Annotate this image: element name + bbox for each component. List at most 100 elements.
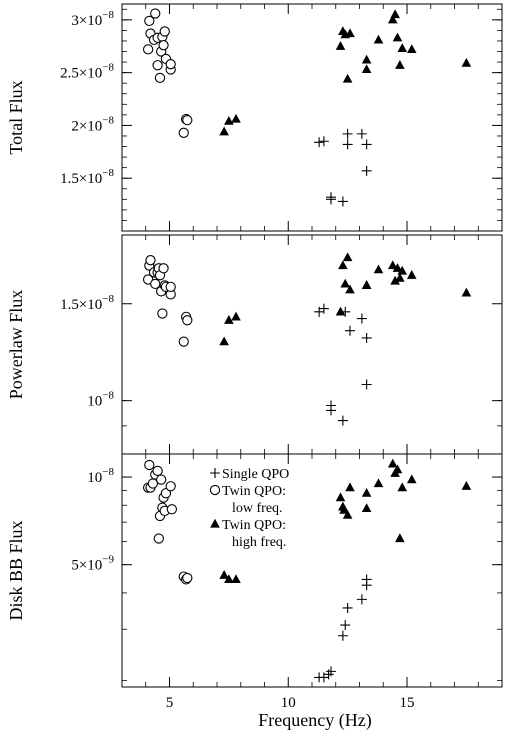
panel-2-triangle-point-17: [406, 270, 417, 279]
x-axis-label: Frequency (Hz): [258, 710, 371, 731]
panel-2-triangle-point-13: [390, 275, 400, 285]
panel-3-triangle-point-10: [361, 503, 372, 513]
panel-1-circle-point-15: [165, 59, 176, 70]
panel-1-triangle-point-3: [231, 113, 241, 123]
panel-2-triangle-point-6: [340, 278, 351, 288]
panel-1-triangle-point-17: [406, 44, 417, 53]
panel-1-plus-point-10: [361, 165, 372, 176]
panel-1-triangle-point-7: [342, 73, 353, 83]
panel-2-plus-point-7: [345, 325, 355, 336]
legend-entry-1-line-1: Single QPO: [222, 467, 289, 482]
panel-2-y-axis-label: Powerlaw Flux: [6, 290, 26, 400]
panel-3-triangle-point-14: [392, 464, 403, 474]
panel-1-circle-point-12: [159, 26, 170, 37]
panel-3-triangle-point-3: [231, 574, 241, 584]
panel-3-plus-point-8: [356, 594, 367, 605]
legend-circle-marker: [209, 484, 221, 496]
panel-2-triangle-point-5: [338, 260, 348, 270]
panel-2-triangle-point-3: [231, 311, 241, 321]
panel-2-plus-point-5: [337, 415, 348, 426]
panel-3-triangle-point-1: [219, 570, 229, 579]
panel-1-y-tick-label-4: 3×10−8: [71, 9, 114, 29]
panel-3-triangle-point-12: [387, 458, 398, 468]
panel-2-circle-point-16: [178, 336, 189, 347]
panel-2-plus-point-10: [361, 379, 372, 390]
panel-3-triangle-point-8: [345, 482, 355, 492]
panel-1-plus-point-6: [342, 128, 353, 139]
panel-3-circle-point-2: [144, 459, 155, 471]
panel-1-y-tick-label-1: 1.5×10−8: [60, 167, 114, 187]
panel-2-triangle-point-18: [461, 287, 472, 297]
panel-2-circle-point-18: [182, 315, 193, 326]
panel-1-y-tick-label-2: 2×10−8: [71, 114, 114, 134]
panel-3-triangle-point-7: [342, 509, 353, 519]
panel-2-plus-point-9: [361, 332, 372, 343]
panel-3-plus-point-7: [342, 602, 353, 613]
legend-triangle-marker: [210, 518, 220, 528]
panel-1-circle-point-1: [142, 44, 154, 55]
panel-2-plus-point-8: [356, 313, 367, 324]
legend-entry-3-line-1: Twin QPO:: [222, 518, 286, 533]
legend-plus-marker: [210, 468, 220, 478]
panel-1-circle-point-16: [178, 127, 189, 138]
panel-1-triangle-point-9: [361, 64, 372, 74]
legend-entry-2-line-1: Twin QPO:: [222, 484, 286, 499]
panel-2-circle-point-3: [145, 255, 156, 266]
panel-3-triangle-point-2: [224, 574, 234, 584]
x-tick-label-2: 10: [281, 695, 296, 711]
panel-2-triangle-point-15: [395, 272, 405, 282]
panel-3-circle-point-9: [156, 474, 167, 485]
panel-2-y-tick-label-1: 10−8: [87, 390, 114, 410]
panel-1-plus-point-1: [314, 137, 325, 148]
panel-2-triangle-point-16: [397, 265, 408, 275]
panel-1-circle-point-2: [144, 15, 155, 27]
panel-2-y-tick-label-2: 1.5×10−8: [60, 293, 114, 313]
legend-entry-2-line-2: low freq.: [232, 501, 283, 516]
panel-2-plus-point-2: [318, 303, 329, 314]
panel-2-frame: [121, 234, 503, 455]
panel-frames: [121, 3, 503, 688]
panel-3-plus-point-6: [340, 620, 351, 631]
panel-1-frame: [121, 3, 503, 232]
panel-3-plus-point-5: [337, 630, 348, 641]
axis-ticks: [121, 4, 503, 687]
panel-3-triangle-point-17: [406, 474, 417, 484]
panel-3-y-tick-label-1: 5×10−9: [71, 554, 114, 574]
panel-3-triangle-point-16: [397, 482, 408, 492]
panel-2-triangle-point-7: [342, 252, 353, 262]
panel-2-triangle-point-11: [373, 264, 384, 274]
panel-3-circle-point-7: [153, 533, 164, 544]
panel-2-circle-point-11: [158, 263, 169, 274]
panel-2-triangle-point-2: [224, 315, 234, 324]
panel-2-triangle-point-10: [361, 280, 372, 289]
panel-2-triangle-point-1: [219, 336, 229, 346]
panel-1-triangle-point-1: [219, 126, 229, 136]
panel-3-plus-point-4: [326, 666, 336, 677]
panel-1-plus-point-7: [342, 139, 353, 150]
panel-2-plus-point-4: [326, 405, 336, 416]
panel-1-triangle-point-8: [345, 28, 355, 38]
panel-1-triangle-point-16: [397, 43, 408, 52]
panel-1-circle-point-8: [154, 72, 166, 84]
panel-2-triangle-point-4: [335, 306, 346, 316]
panel-1-y-axis-label: Total Flux: [6, 80, 26, 154]
panel-3-triangle-point-11: [373, 478, 384, 488]
panel-1-triangle-point-2: [224, 115, 234, 125]
panel-1-circle-point-7: [152, 60, 163, 71]
panel-2-triangle-point-8: [345, 284, 355, 294]
panel-3-y-axis-label: Disk BB Flux: [6, 520, 26, 620]
panel-2-triangle-point-12: [387, 260, 398, 270]
panel-3-circle-point-14: [165, 481, 176, 492]
panel-3-triangle-point-6: [339, 504, 349, 514]
legend: Single QPO Twin QPO: low freq. Twin QPO: hig…: [209, 467, 289, 550]
panel-1-triangle-point-18: [461, 57, 472, 67]
panel-1-triangle-point-10: [361, 54, 372, 64]
panel-3-triangle-point-15: [395, 533, 405, 543]
panel-1-circle-point-5: [150, 8, 161, 19]
panel-1-triangle-point-11: [373, 34, 384, 44]
legend-entry-3-line-2: high freq.: [232, 535, 286, 550]
panel-2-circle-point-10: [157, 308, 168, 319]
panel-3-plus-point-10: [361, 574, 372, 585]
panel-1-triangle-point-12: [387, 14, 398, 24]
